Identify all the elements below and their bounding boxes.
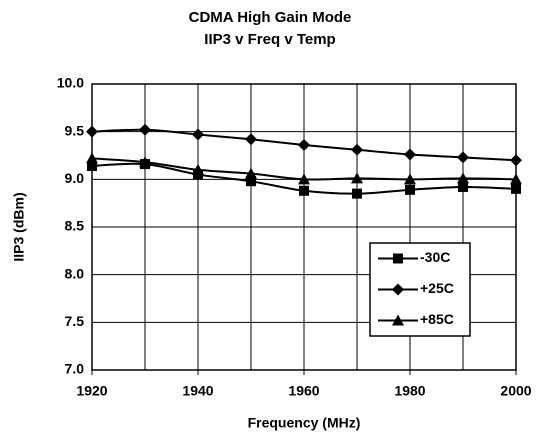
data-point — [245, 167, 257, 179]
x-tick-label: 1920 — [76, 383, 107, 399]
y-axis-label: IIP3 (dBm) — [11, 192, 27, 261]
y-tick-label: 10.0 — [57, 75, 84, 91]
chart-subtitle: IIP3 v Freq v Temp — [204, 31, 335, 48]
data-point — [510, 154, 522, 167]
x-tick-label: 1960 — [288, 383, 319, 399]
data-point — [352, 188, 362, 199]
legend-label: +85C — [420, 311, 454, 327]
data-point — [139, 123, 151, 136]
data-point — [86, 152, 98, 164]
data-point — [139, 156, 151, 168]
plot-frame — [91, 83, 517, 371]
y-tick-label: 8.0 — [65, 265, 85, 281]
y-tick-label: 7.0 — [65, 361, 85, 377]
data-point — [457, 172, 469, 184]
data-point — [405, 184, 415, 195]
x-tick-label: 2000 — [500, 383, 531, 399]
data-point — [192, 163, 204, 175]
legend-marker — [392, 314, 404, 326]
data-point — [299, 185, 309, 196]
legend-label: -30C — [420, 249, 450, 265]
x-axis-label: Frequency (MHz) — [248, 415, 361, 431]
data-point — [298, 173, 310, 185]
x-tick-label: 1940 — [182, 383, 213, 399]
y-tick-label: 7.5 — [65, 313, 85, 329]
data-point — [404, 148, 416, 161]
data-point — [87, 160, 97, 171]
data-point — [86, 125, 98, 138]
data-point — [351, 143, 363, 156]
chart-title: CDMA High Gain Mode — [189, 9, 352, 26]
data-point — [511, 183, 521, 194]
legend-marker — [392, 283, 404, 296]
data-point — [298, 139, 310, 152]
data-point — [404, 173, 416, 185]
data-point — [245, 133, 257, 146]
legend-label: +25C — [420, 280, 454, 296]
legend-marker — [393, 253, 403, 264]
y-tick-label: 9.0 — [65, 170, 85, 186]
y-tick-label: 8.5 — [65, 218, 85, 234]
data-point — [246, 176, 256, 187]
y-tick-label: 9.5 — [65, 122, 85, 138]
data-point — [192, 128, 204, 141]
data-point — [458, 181, 468, 192]
data-point — [457, 151, 469, 164]
data-point — [351, 172, 363, 184]
x-tick-label: 1980 — [394, 383, 425, 399]
data-point — [510, 173, 522, 185]
